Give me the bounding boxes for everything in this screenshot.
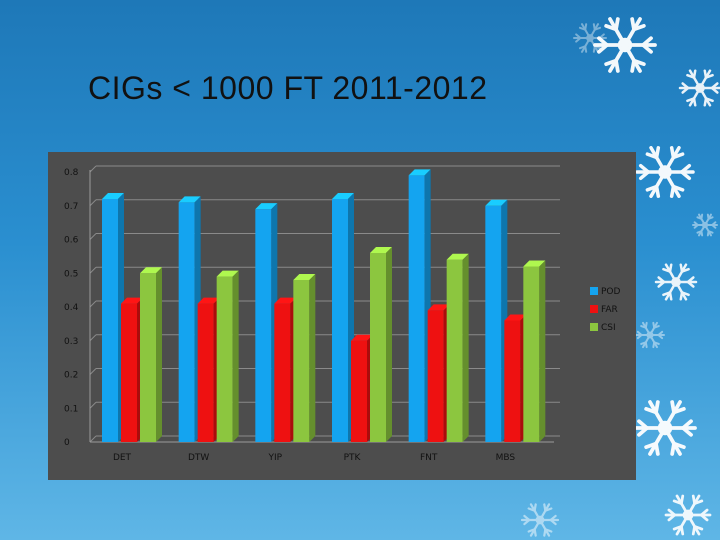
- snowflake-icon: [593, 17, 657, 73]
- bar-far-mbs: [504, 314, 527, 442]
- bar-pod-dtw: [178, 196, 201, 442]
- gridline-diagonal: [89, 300, 97, 308]
- y-tick-label: 0.7: [64, 202, 78, 212]
- bar-csi-ptk: [370, 247, 392, 442]
- snowflake-icon: [692, 213, 718, 237]
- snowflake-icon: [678, 69, 720, 107]
- legend-swatch-far: [590, 305, 598, 313]
- bar-far-fnt: [427, 304, 450, 442]
- bar-far-ptk: [351, 334, 373, 442]
- snowflake-icon: [664, 494, 712, 536]
- y-tick-label: 0.5: [64, 269, 78, 279]
- bar-csi-det: [140, 267, 162, 442]
- gridline-diagonal: [89, 233, 97, 240]
- x-tick-label: MBS: [496, 453, 516, 463]
- y-tick-label: 0.6: [64, 236, 79, 246]
- slide-title: CIGs < 1000 FT 2011-2012: [88, 70, 488, 106]
- snowflake-icon: [654, 263, 698, 301]
- chart-panel: 0 0.1 0.2 0.3 0.4 0.5 0.6 0.7 0.8 DET DTW YIP PTK FNT…: [48, 152, 636, 480]
- gridline-diagonal: [89, 334, 97, 342]
- bar-far-yip: [274, 297, 297, 442]
- x-tick-label: FNT: [420, 453, 438, 463]
- bar-chart: 0 0.1 0.2 0.3 0.4 0.5 0.6 0.7 0.8 DET DTW YIP PTK FNT…: [64, 165, 621, 463]
- bar-pod-det: [102, 193, 124, 442]
- legend-swatch-csi: [590, 323, 598, 331]
- legend-label-far: FAR: [601, 305, 618, 315]
- bar-pod-ptk: [332, 193, 354, 442]
- bar-far-det: [121, 297, 143, 442]
- bar-csi-mbs: [523, 260, 546, 442]
- legend-label-csi: CSI: [601, 323, 616, 333]
- snowflake-icon: [573, 23, 607, 53]
- bar-csi-fnt: [446, 253, 469, 442]
- gridline-diagonal: [89, 266, 97, 274]
- bar-csi-yip: [293, 274, 316, 442]
- snowflake-icon: [635, 321, 665, 349]
- x-tick-label: PTK: [344, 453, 362, 463]
- gridline-diagonal: [89, 165, 97, 173]
- x-tick-label: YIP: [268, 453, 283, 463]
- bar-far-dtw: [197, 297, 220, 442]
- y-tick-label: 0.8: [64, 168, 79, 178]
- x-tick-label: DTW: [188, 453, 209, 463]
- gridline-diagonal: [89, 401, 97, 409]
- bar-pod-yip: [255, 203, 278, 442]
- y-tick-label: 0.4: [64, 303, 79, 313]
- snowflake-icon: [635, 146, 695, 198]
- gridline-diagonal: [89, 435, 97, 443]
- gridline-diagonal: [89, 368, 97, 375]
- x-tick-label: DET: [113, 453, 132, 463]
- snowflake-icon: [633, 400, 697, 456]
- y-tick-label: 0.3: [64, 337, 78, 347]
- snowflake-icon: [520, 503, 560, 537]
- y-tick-label: 0.1: [64, 404, 78, 414]
- legend-label-pod: POD: [601, 287, 621, 297]
- legend-swatch-pod: [590, 287, 598, 295]
- bar-pod-fnt: [408, 169, 431, 442]
- y-tick-label: 0: [64, 438, 70, 448]
- bar-pod-mbs: [485, 199, 508, 442]
- bar-csi-dtw: [216, 270, 239, 442]
- gridline-diagonal: [89, 199, 97, 207]
- y-tick-label: 0.2: [64, 371, 78, 381]
